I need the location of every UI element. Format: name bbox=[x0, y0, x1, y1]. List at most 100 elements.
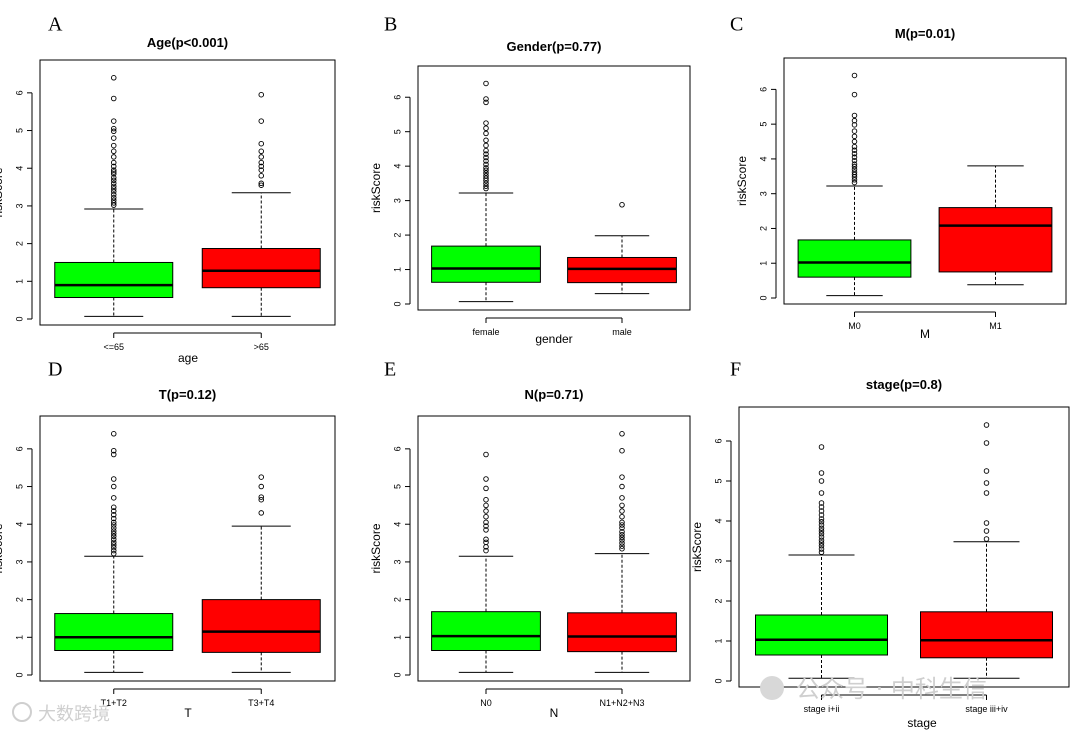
outlier-point bbox=[851, 179, 858, 186]
outlier-point bbox=[110, 530, 117, 537]
outlier-point bbox=[818, 470, 825, 476]
y-axis-label: riskScore bbox=[369, 523, 383, 573]
y-tick-label: 1 bbox=[392, 267, 402, 272]
outlier-point bbox=[110, 515, 117, 522]
y-tick-label: 1 bbox=[758, 261, 768, 266]
outlier-point bbox=[818, 537, 825, 543]
outlier-point bbox=[483, 167, 489, 174]
y-tick-label: 3 bbox=[713, 558, 723, 563]
outlier-point bbox=[818, 549, 825, 555]
outlier-point bbox=[483, 527, 489, 533]
watermark-left-icon bbox=[12, 702, 32, 722]
y-axis-label: riskScore bbox=[690, 522, 704, 572]
outlier-point bbox=[983, 528, 990, 534]
x-tick-label: T1+T2 bbox=[101, 698, 127, 708]
watermark-left: 大数跨境 bbox=[12, 702, 110, 725]
x-tick-label: stage i+ii bbox=[804, 704, 840, 714]
outlier-point bbox=[258, 182, 265, 188]
box-2 bbox=[567, 202, 677, 295]
x-tick-label: M0 bbox=[848, 321, 861, 331]
outlier-point bbox=[483, 513, 489, 520]
outlier-point bbox=[483, 476, 489, 482]
outlier-point bbox=[851, 117, 858, 124]
box-1 bbox=[431, 80, 541, 303]
outlier-point bbox=[110, 169, 117, 175]
outlier-point bbox=[483, 158, 489, 164]
y-tick-label: 2 bbox=[758, 226, 768, 231]
outlier-point bbox=[619, 537, 625, 543]
y-axis-label: riskScore bbox=[0, 167, 5, 217]
outlier-point bbox=[483, 137, 489, 144]
box-1 bbox=[797, 72, 912, 297]
outlier-point bbox=[483, 183, 489, 189]
iqr-box bbox=[567, 612, 677, 653]
outlier-point bbox=[110, 188, 117, 195]
y-tick-label: 0 bbox=[392, 301, 402, 306]
outlier-point bbox=[619, 202, 625, 208]
outlier-point bbox=[483, 519, 489, 526]
panel-c: C M(p=0.01) 0 1 2 3 4 5 6 riskScore M0 M1 M bbox=[730, 14, 1067, 341]
outlier-point bbox=[483, 142, 489, 149]
y-tick-label: 4 bbox=[14, 522, 24, 527]
x-tick-label: stage iii+iv bbox=[965, 704, 1008, 714]
y-axis-label: riskScore bbox=[0, 523, 5, 573]
outlier-point bbox=[619, 502, 625, 509]
outlier-point bbox=[483, 130, 489, 137]
y-tick-label: 3 bbox=[392, 559, 402, 564]
outlier-point bbox=[110, 533, 117, 540]
outlier-point bbox=[110, 128, 117, 135]
panel-letter: F bbox=[730, 359, 741, 381]
outlier-point bbox=[851, 166, 858, 173]
outlier-point bbox=[110, 542, 117, 548]
outlier-point bbox=[818, 504, 825, 510]
outlier-point bbox=[110, 135, 117, 141]
y-tick-label: 3 bbox=[14, 203, 24, 208]
outlier-point bbox=[983, 490, 990, 496]
outlier-point bbox=[619, 495, 625, 501]
outlier-point bbox=[483, 99, 489, 106]
y-tick-label: 0 bbox=[758, 295, 768, 300]
outlier-point bbox=[983, 440, 990, 446]
outlier-point bbox=[619, 534, 625, 541]
box-2 bbox=[938, 165, 1053, 286]
outlier-point bbox=[619, 545, 625, 552]
outlier-point bbox=[818, 522, 825, 528]
outlier-point bbox=[818, 490, 825, 496]
outlier-point bbox=[110, 200, 117, 206]
outlier-point bbox=[818, 540, 825, 546]
panel-e: E N(p=0.71) 0 1 2 3 4 5 6 riskScore N0 N1+N2+N3 N bbox=[369, 359, 691, 720]
y-tick-label: 4 bbox=[14, 166, 24, 171]
outlier-point bbox=[110, 194, 117, 201]
watermark-right-icon bbox=[760, 676, 784, 700]
box-1 bbox=[755, 444, 888, 679]
iqr-box bbox=[54, 613, 174, 651]
outlier-point bbox=[851, 138, 858, 145]
outlier-point bbox=[110, 197, 117, 204]
outlier-point bbox=[619, 519, 625, 526]
y-tick-label: 2 bbox=[14, 241, 24, 246]
y-tick-label: 6 bbox=[392, 446, 402, 451]
outlier-point bbox=[110, 180, 117, 187]
y-tick-label: 1 bbox=[14, 279, 24, 284]
outlier-point bbox=[110, 186, 117, 192]
outlier-point bbox=[483, 508, 489, 514]
outlier-point bbox=[851, 161, 858, 167]
outlier-point bbox=[110, 431, 117, 437]
y-tick-label: 0 bbox=[14, 316, 24, 321]
outlier-point bbox=[483, 185, 489, 192]
chart-title: N(p=0.71) bbox=[525, 387, 584, 402]
plot-frame bbox=[783, 57, 1067, 305]
outlier-point bbox=[851, 154, 858, 160]
iqr-box bbox=[201, 599, 321, 653]
outlier-point bbox=[110, 95, 117, 102]
box-1 bbox=[54, 431, 174, 673]
outlier-point bbox=[110, 142, 117, 149]
outlier-point bbox=[110, 544, 117, 551]
panel-letter: A bbox=[48, 14, 63, 36]
outlier-point bbox=[110, 539, 117, 546]
x-tick-label: T3+T4 bbox=[248, 698, 274, 708]
outlier-point bbox=[110, 522, 117, 528]
outlier-point bbox=[619, 483, 625, 490]
y-tick-label: 4 bbox=[713, 518, 723, 523]
